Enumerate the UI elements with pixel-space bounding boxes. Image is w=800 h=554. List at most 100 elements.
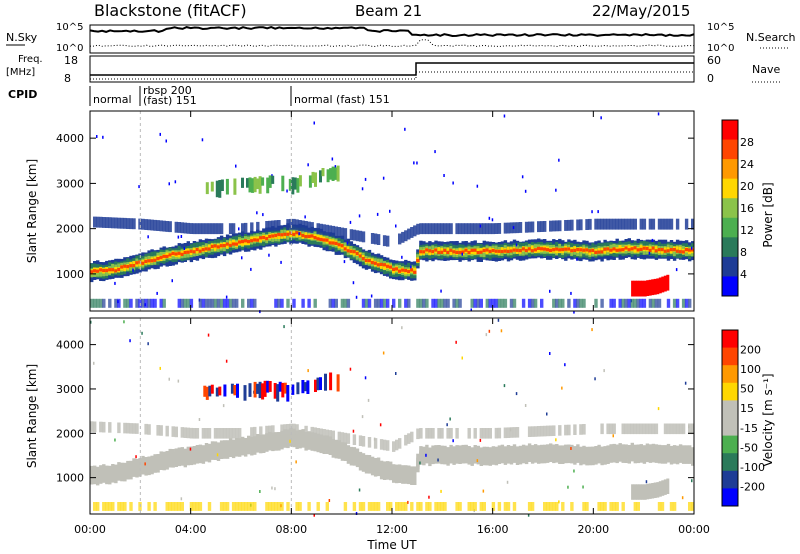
power-near-cell (346, 298, 351, 308)
vel-band-cell (691, 453, 695, 460)
power-upper-cell (597, 218, 601, 230)
power-near-cell (183, 298, 187, 308)
vel-near-cell (612, 502, 616, 511)
power-upper-cell (304, 221, 308, 232)
vel-band-cell (591, 450, 595, 458)
vel-speck (479, 438, 482, 442)
colorbar-swatch (722, 139, 738, 160)
power-upper-cell (648, 218, 653, 230)
power-upper-cell (512, 222, 517, 234)
power-band-cell (470, 248, 474, 252)
power-near-cell (446, 298, 450, 308)
power-near-cell (552, 298, 556, 308)
vel-band-cell (343, 447, 348, 455)
vel-band-cell (156, 459, 160, 467)
power-near-cell (207, 298, 212, 308)
vel-upper-cell (681, 423, 686, 435)
power-near-cell (636, 298, 640, 308)
power-upper-cell (192, 223, 197, 235)
vel-near-cell (527, 502, 532, 511)
power-upper-cell (244, 222, 248, 234)
vel-late-patch (641, 484, 645, 500)
vel-near-cell (198, 502, 203, 511)
power-band-cell (111, 268, 115, 272)
vel-upper-cell (183, 427, 187, 438)
velocity-y-label: Slant Range [km] (25, 364, 39, 468)
vel-high-echo (301, 380, 305, 394)
power-band-cell (654, 249, 659, 253)
vel-near-cell (298, 502, 302, 511)
power-upper-cell (361, 231, 366, 243)
colorbar-tick-label: 200 (740, 344, 761, 357)
noise-right-tick-top: 10^5 (707, 22, 734, 33)
power-upper-cell (657, 218, 662, 230)
power-upper-cell (358, 230, 363, 242)
power-upper-cell (168, 221, 172, 233)
vel-upper-cell (488, 428, 492, 439)
vel-speck (352, 429, 355, 433)
power-speck (488, 216, 491, 220)
vel-near-cell (419, 502, 423, 511)
vel-near-cell (171, 502, 175, 511)
vel-upper-cell (672, 423, 677, 435)
vel-band-cell (573, 451, 577, 458)
vel-upper-cell (633, 423, 637, 435)
power-near-cell (307, 298, 311, 308)
power-band-cell (678, 250, 683, 254)
vel-band-cell (488, 453, 492, 461)
vel-band-cell (183, 454, 187, 461)
power-upper-cell (401, 231, 405, 243)
vel-band-cell (259, 439, 263, 447)
power-upper-cell (213, 223, 218, 235)
power-upper-cell (138, 218, 142, 230)
power-near-cell (509, 298, 514, 308)
vel-near-cell (546, 502, 550, 511)
vel-high-echo (256, 383, 260, 394)
power-band-cell (594, 250, 598, 254)
power-speck (358, 214, 361, 218)
x-tick-label: 04:00 (175, 523, 207, 536)
colorbar-swatch (722, 159, 738, 180)
vel-band-cell (108, 470, 112, 478)
vel-band-cell (675, 452, 680, 459)
power-upper-cell (515, 222, 520, 234)
vel-band-cell (204, 450, 209, 458)
power-band-cell (684, 248, 689, 252)
vel-band-cell (120, 468, 124, 475)
power-upper-cell (564, 220, 568, 231)
vel-band-cell (253, 441, 257, 449)
vel-near-cell (530, 502, 535, 511)
vel-upper-cell (503, 427, 508, 439)
vel-band-cell (485, 451, 489, 459)
colorbar-swatch (722, 435, 738, 454)
power-upper-cell (183, 222, 187, 234)
colorbar-tick-label: -50 (740, 441, 758, 454)
power-upper-cell (177, 222, 181, 233)
vel-upper-cell (666, 423, 671, 435)
vel-band-cell (618, 449, 622, 456)
vel-speck (688, 425, 690, 429)
power-upper-cell (274, 220, 278, 232)
vel-near-cell (440, 502, 444, 511)
power-near-cell (213, 298, 218, 308)
vel-band-cell (518, 451, 523, 459)
power-upper-cell (195, 223, 200, 235)
vel-band-cell (476, 453, 480, 460)
power-band-cell (585, 248, 589, 252)
vel-near-cell (238, 502, 242, 511)
power-upper-cell (416, 223, 420, 235)
power-upper-cell (120, 217, 124, 229)
vel-speck (645, 480, 648, 484)
x-tick-label: 20:00 (577, 523, 609, 536)
vel-band-cell (126, 466, 130, 473)
power-upper-cell (530, 221, 535, 233)
power-y-axis: 4000 3000 2000 1000 (56, 132, 694, 281)
vel-band-cell (93, 470, 97, 478)
power-high-echo (268, 175, 272, 188)
power-band-cell (582, 248, 586, 252)
power-upper-cell (497, 223, 502, 234)
vel-near-cell (543, 502, 547, 511)
vel-near-cell (458, 502, 462, 511)
power-near-cell (455, 298, 459, 308)
vel-late-patch (651, 483, 655, 499)
